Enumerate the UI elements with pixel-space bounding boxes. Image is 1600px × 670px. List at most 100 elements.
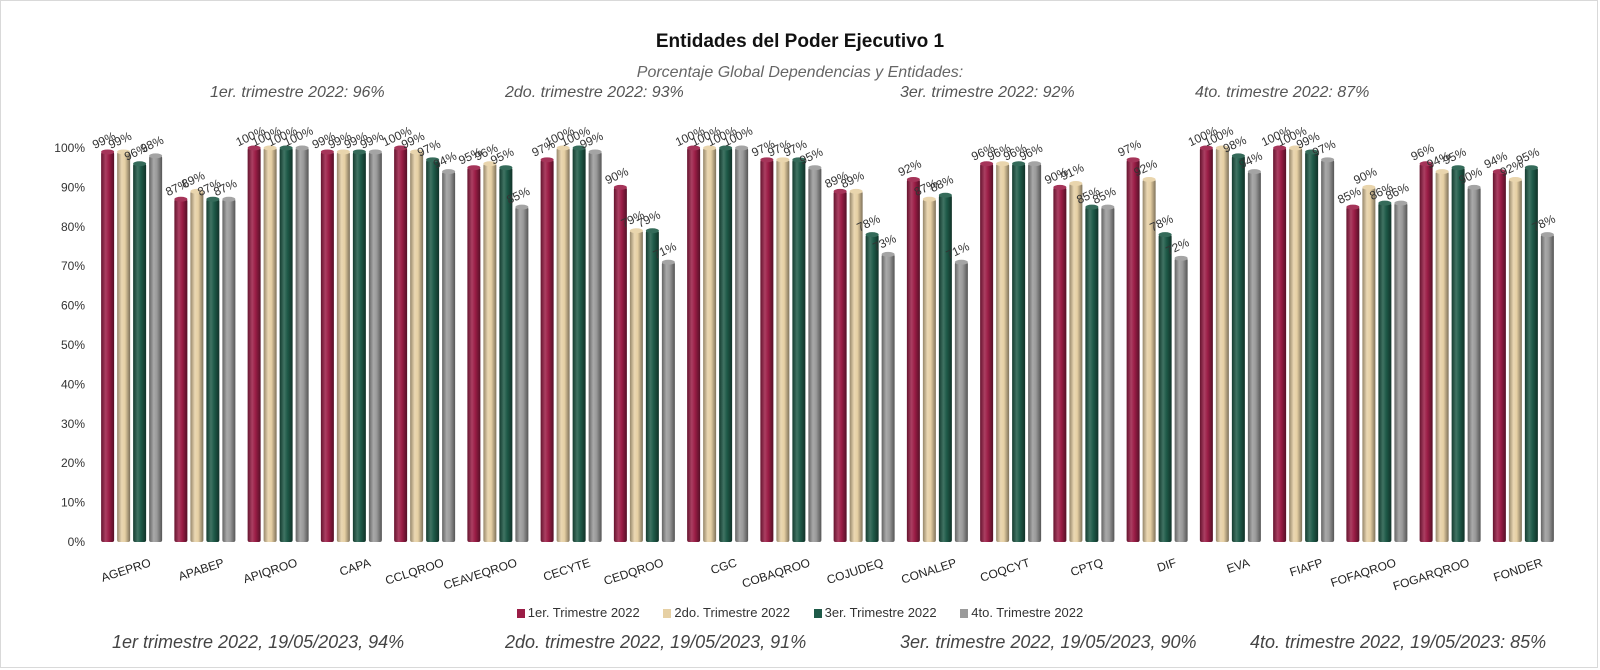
- bar: [906, 179, 920, 542]
- bar: [247, 148, 261, 542]
- bar-cap: [1101, 204, 1115, 210]
- bar: [1101, 207, 1115, 542]
- bar: [467, 167, 481, 542]
- bar-cap: [1467, 184, 1481, 190]
- bar-cap: [1394, 200, 1408, 206]
- y-tick-label: 0%: [68, 535, 86, 549]
- bar: [1126, 159, 1140, 542]
- bar-cap: [149, 153, 163, 159]
- footer-note-3: 3er. trimestre 2022, 19/05/2023, 90%: [900, 632, 1197, 652]
- bar: [394, 148, 408, 542]
- bar-cap: [1508, 177, 1522, 183]
- chart-legend: 1er. Trimestre 2022 2do. Trimestre 2022 …: [0, 605, 1600, 620]
- bar: [1215, 148, 1229, 542]
- category-label: CPTQ: [1069, 556, 1105, 580]
- category-label: CGC: [709, 555, 739, 577]
- footer-note-1: 1er trimestre 2022, 19/05/2023, 94%: [112, 632, 405, 652]
- bar-cap: [190, 188, 204, 194]
- bar-cap: [776, 157, 790, 163]
- bar: [1346, 207, 1360, 542]
- legend-entry-q4: 4to. Trimestre 2022: [960, 605, 1083, 620]
- bar: [206, 199, 220, 542]
- bar: [1451, 167, 1465, 542]
- bar: [222, 199, 236, 542]
- bar-cap: [1419, 161, 1433, 167]
- bar: [556, 148, 570, 542]
- bar-cap: [1451, 165, 1465, 171]
- category-label: COJUDEQ: [825, 556, 885, 587]
- bar: [263, 148, 277, 542]
- bar: [1378, 203, 1392, 542]
- bar: [996, 163, 1010, 542]
- category-label: APIQROO: [241, 556, 299, 587]
- bar: [1174, 258, 1188, 542]
- bar: [1540, 234, 1554, 542]
- bar: [295, 148, 309, 542]
- legend-swatch-q3: [813, 609, 822, 619]
- bar-cap: [954, 259, 968, 265]
- y-tick-label: 100%: [54, 141, 85, 155]
- bar: [1273, 148, 1287, 542]
- bar: [833, 191, 847, 542]
- y-tick-label: 30%: [61, 417, 85, 431]
- bar: [1419, 163, 1433, 542]
- data-label: 92%: [896, 156, 924, 179]
- bar: [1085, 207, 1099, 542]
- bar: [735, 148, 749, 542]
- data-label: 90%: [603, 164, 631, 187]
- bar: [776, 159, 790, 542]
- bar: [190, 191, 204, 542]
- bar-cap: [1289, 145, 1303, 151]
- bar: [703, 148, 717, 542]
- bar: [719, 148, 733, 542]
- bar: [1305, 151, 1319, 542]
- data-label: 91%: [1058, 160, 1086, 183]
- bar-cap: [483, 161, 497, 167]
- bar: [865, 234, 879, 542]
- bar: [881, 254, 895, 542]
- quarter-note-2: 2do. trimestre 2022: 93%: [505, 84, 684, 101]
- bar: [320, 151, 334, 542]
- bar-cap: [1053, 184, 1067, 190]
- bar-cap: [222, 196, 236, 202]
- bar-cap: [279, 145, 293, 151]
- bar-cap: [645, 228, 659, 234]
- bar-cap: [101, 149, 115, 155]
- bar-cap: [1435, 169, 1449, 175]
- bar-cap: [1346, 204, 1360, 210]
- data-label: 88%: [928, 172, 956, 195]
- bar-cap: [980, 161, 994, 167]
- bar: [499, 167, 513, 542]
- quarter-note-3: 3er. trimestre 2022: 92%: [900, 84, 1075, 101]
- data-label: 85%: [1335, 184, 1363, 207]
- bar: [149, 155, 163, 542]
- category-label: CAPA: [338, 556, 373, 579]
- quarter-note-4: 4to. trimestre 2022: 87%: [1195, 84, 1370, 101]
- bar: [1158, 234, 1172, 542]
- data-label: 90%: [1351, 164, 1379, 187]
- bar: [352, 151, 366, 542]
- bar-cap: [1199, 145, 1213, 151]
- bar: [849, 191, 863, 542]
- y-tick-label: 20%: [61, 456, 85, 470]
- bar-cap: [996, 161, 1010, 167]
- category-label: APABEP: [177, 556, 226, 584]
- bar-cap: [833, 188, 847, 194]
- category-label: FIAFP: [1288, 556, 1325, 580]
- bar-cap: [540, 157, 554, 163]
- bar: [174, 199, 188, 542]
- bar-cap: [922, 196, 936, 202]
- bar-cap: [206, 196, 220, 202]
- data-label: 98%: [138, 133, 166, 156]
- bar: [922, 199, 936, 542]
- bar-cap: [938, 192, 952, 198]
- bar: [1289, 148, 1303, 542]
- y-tick-label: 10%: [61, 496, 85, 510]
- bar-cap: [808, 165, 822, 171]
- bar-cap: [1362, 184, 1376, 190]
- bar-cap: [865, 232, 879, 238]
- bar-cap: [1028, 161, 1042, 167]
- legend-label-q4: 4to. Trimestre 2022: [971, 605, 1084, 620]
- bar-cap: [426, 157, 440, 163]
